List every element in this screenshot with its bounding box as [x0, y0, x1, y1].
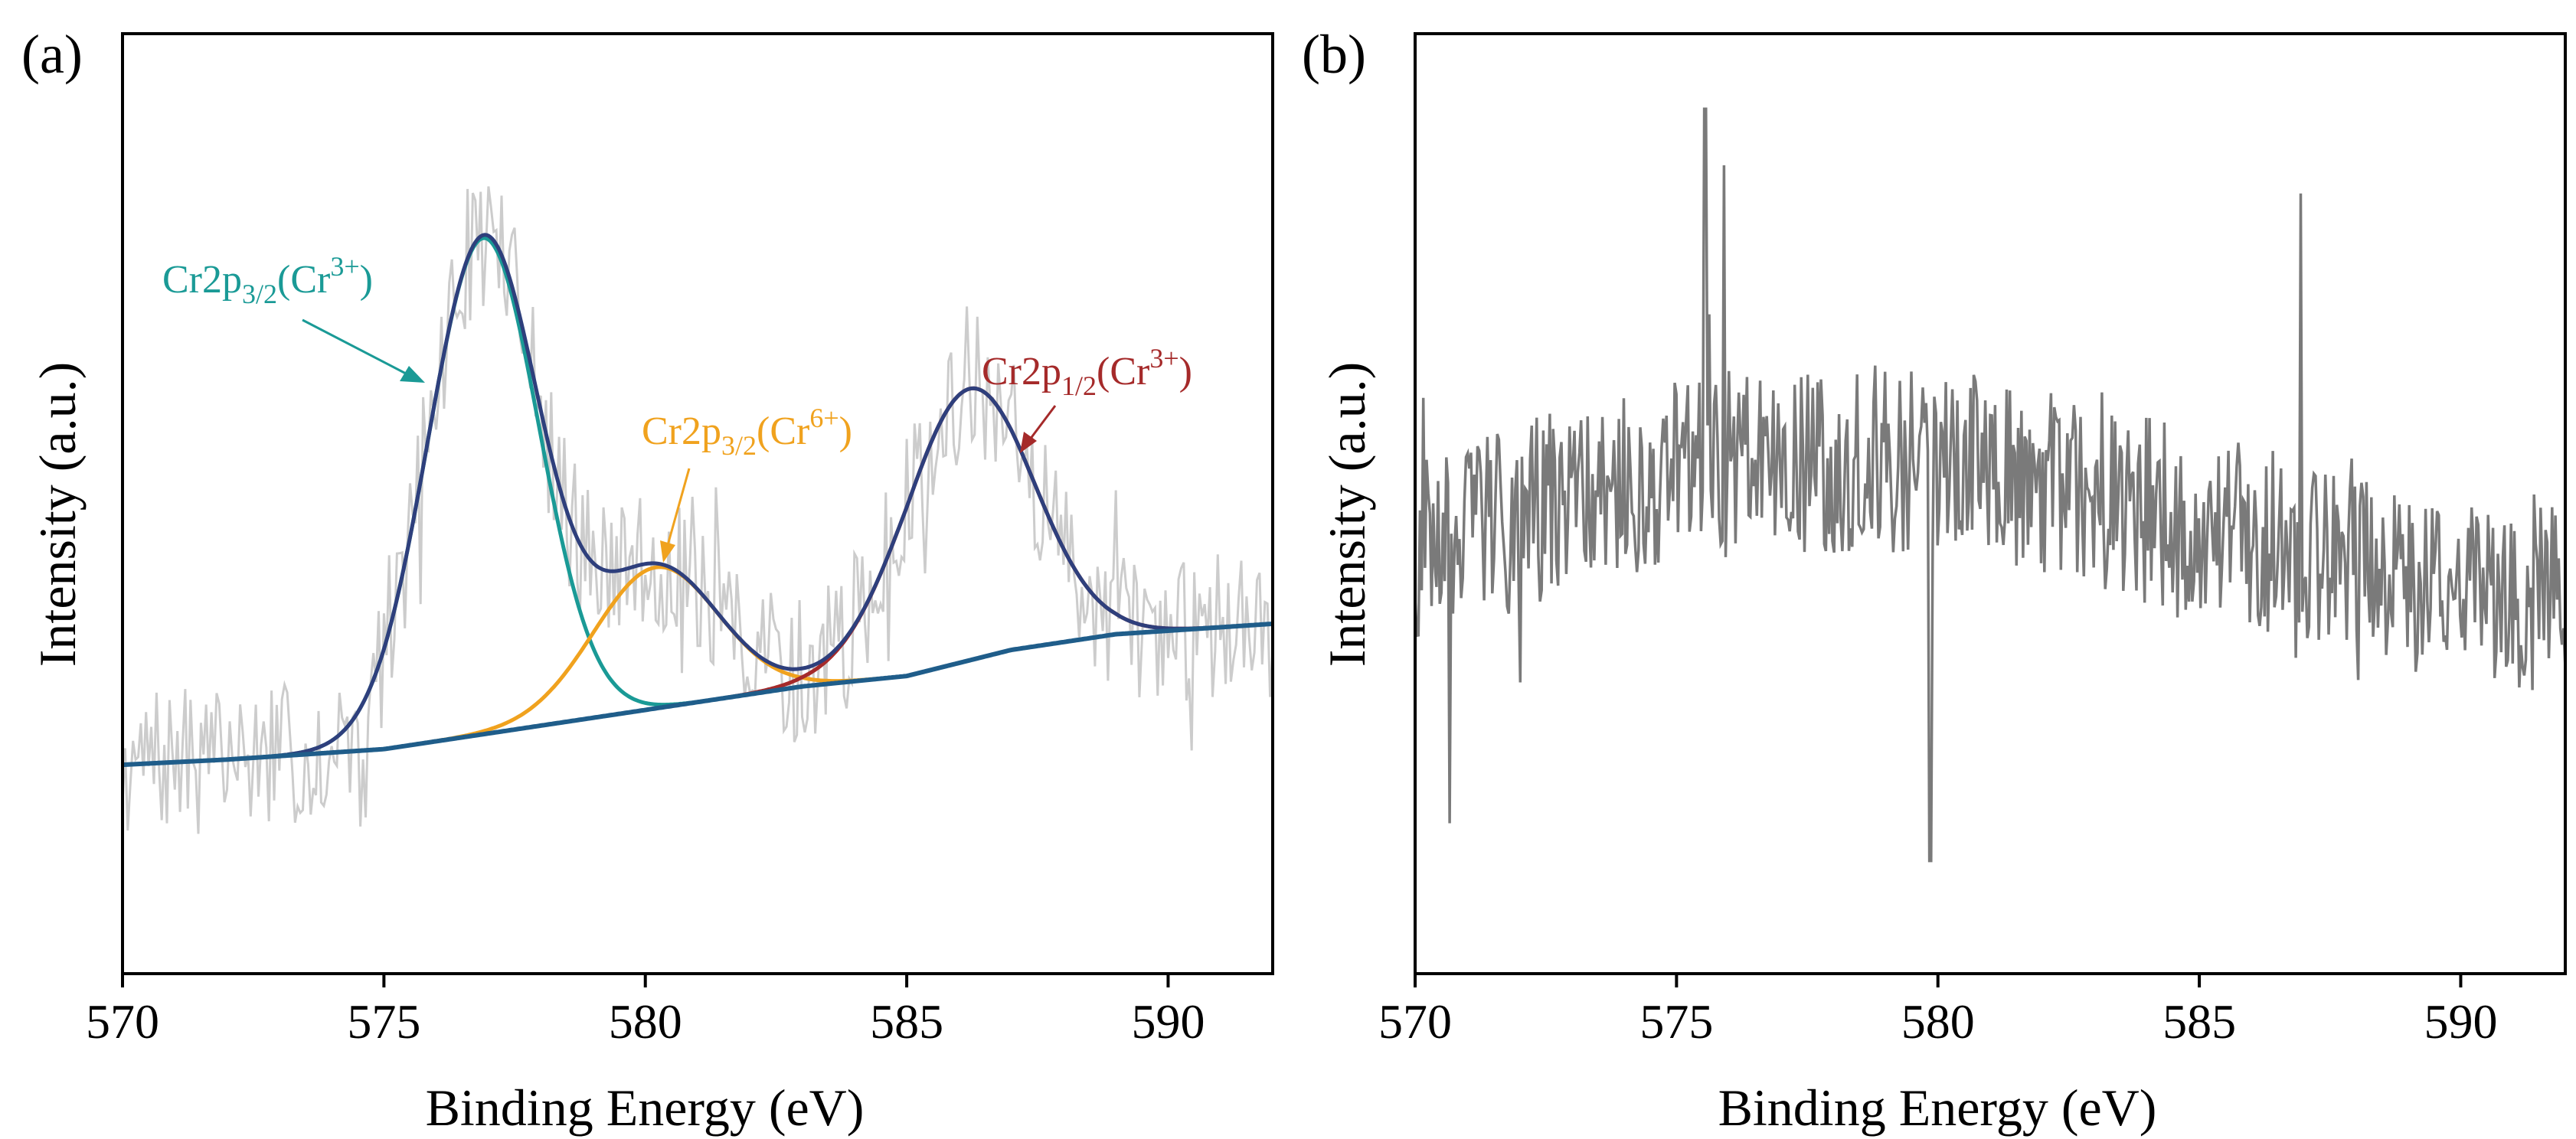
panel-b-x-tick-label: 585	[2162, 994, 2236, 1049]
annotation-cr3-2p12: Cr2p1/2(Cr3+)	[982, 343, 1192, 401]
panel-b-x-axis-label: Binding Energy (eV)	[1718, 1079, 2157, 1137]
panel-b-x-tick-label: 590	[2424, 994, 2497, 1049]
arrow-cr3-2p12	[1020, 405, 1057, 453]
panel-b-x-tick-label: 580	[1901, 994, 1975, 1049]
panel-a-x-axis-label: Binding Energy (eV)	[426, 1079, 865, 1137]
panel-a-x-ticks: 570 575 580 585 590	[86, 974, 1205, 1049]
panel-b-x-ticks: 570 575 580 585 590	[1378, 974, 2497, 1049]
panel-b-plot-area	[1414, 107, 2567, 863]
panel-a-background-line	[122, 621, 1273, 768]
panel-b-x-tick-label: 575	[1639, 994, 1713, 1049]
panel-b-y-axis-label: Intensity (a.u.)	[1318, 362, 1376, 667]
panel-a-x-tick-label: 585	[870, 994, 943, 1049]
panel-a-raw-data-line	[121, 186, 1274, 834]
panel-a-x-tick-label: 580	[609, 994, 682, 1049]
panel-a-y-axis-label: Intensity (a.u.)	[28, 362, 87, 667]
arrow-cr3-2p32	[302, 318, 425, 383]
panel-a-envelope-line	[122, 233, 1273, 767]
panel-b-frame	[1414, 32, 2567, 975]
panel-b-x-tick-label: 570	[1378, 994, 1452, 1049]
panel-a-x-tick-label: 575	[347, 994, 420, 1049]
panel-a-plot-area	[121, 186, 1274, 834]
arrow-cr6-2p32	[660, 468, 691, 563]
panel-a-x-tick-label: 570	[86, 994, 159, 1049]
panel-a-frame	[121, 32, 1274, 975]
annotation-cr3-2p32: Cr2p3/2(Cr3+)	[162, 251, 373, 309]
panel-b: (b) Intensity (a.u.) Binding Energy (eV)…	[1302, 24, 2567, 1137]
panel-a-cr3-2p32-fit-line	[122, 236, 1273, 767]
panel-a-x-tick-label: 590	[1131, 994, 1205, 1049]
panel-b-label: (b)	[1302, 24, 1366, 85]
panel-b-spectrum-line	[1414, 107, 2567, 863]
panel-a-label: (a)	[21, 24, 83, 85]
annotation-cr6-2p32: Cr2p3/2(Cr6+)	[642, 403, 852, 461]
panel-a: (a) Intensity (a.u.) Binding Energy (eV)…	[21, 24, 1274, 1137]
